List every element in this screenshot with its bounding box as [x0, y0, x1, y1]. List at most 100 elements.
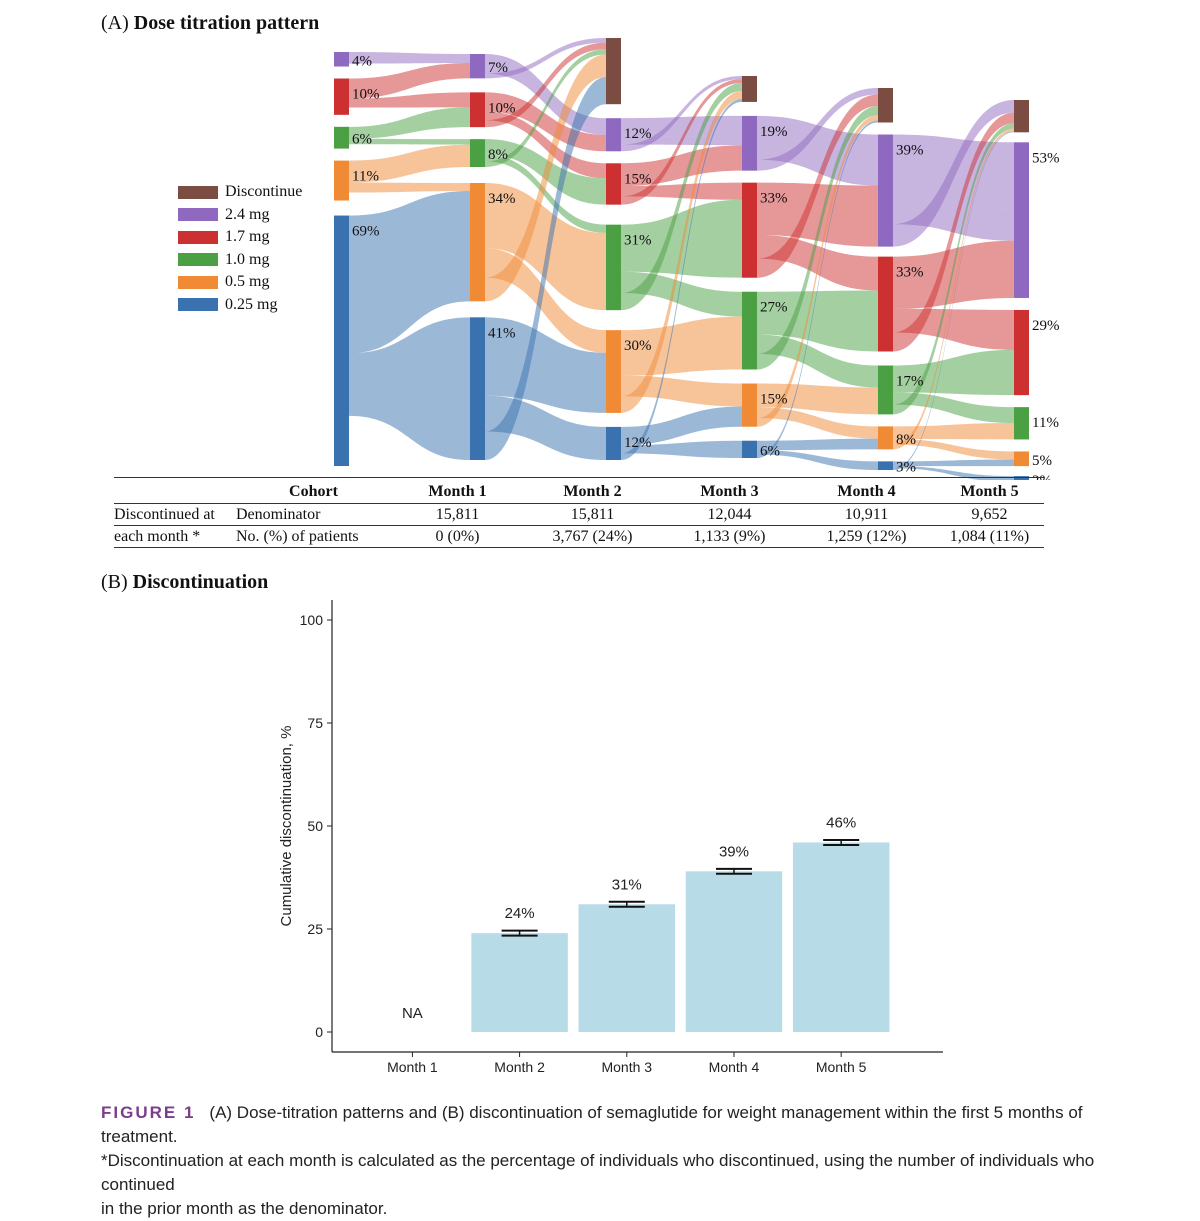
legend-label: 1.0 mg — [225, 250, 270, 268]
panel-a-title: (A) Dose titration pattern — [101, 12, 319, 35]
sankey-node-label: 31% — [624, 233, 652, 249]
y-tick-label: 75 — [307, 715, 323, 731]
caption-line-1: (A) Dose-titration patterns and (B) disc… — [101, 1103, 1083, 1146]
legend-swatch — [178, 253, 218, 267]
sankey-link-0-5-mg-to-1-0-mg — [621, 316, 742, 376]
y-tick-label: 100 — [300, 612, 324, 628]
table-header-month1: Month 1 — [428, 483, 487, 500]
sankey-link-0-25-mg-to-discontinue — [621, 98, 742, 460]
sankey-nodes — [334, 38, 1029, 480]
sankey-link-1-7-mg-to-2-4-mg — [621, 145, 742, 187]
sankey-node-label: 27% — [760, 300, 788, 316]
bar-month-2 — [471, 933, 568, 1032]
sankey-node-label: 7% — [488, 60, 508, 76]
sankey-node-stage5-0-5-mg — [878, 426, 893, 450]
table-header-month5: Month 5 — [960, 483, 1019, 500]
sankey-link-0-25-mg-to-0-5-mg — [757, 438, 878, 451]
x-tick-label: Month 2 — [494, 1059, 545, 1075]
sankey-link-0-5-mg-to-1-0-mg — [893, 423, 1014, 440]
sankey-link-1-7-mg-to-discontinue — [621, 79, 742, 205]
row-label: No. (%) of patients — [236, 528, 359, 545]
sankey-node-stage2-0-25-mg — [470, 317, 485, 460]
sankey-node-label: 11% — [1032, 415, 1059, 431]
sankey-link-1-0-mg-to-1-7-mg — [349, 107, 470, 139]
sankey-node-stage3-2-4-mg — [606, 118, 621, 152]
sankey-link-1-0-mg-to-1-0-mg — [485, 154, 606, 233]
sankey-node-label: 19% — [760, 124, 788, 140]
y-tick-label: 0 — [315, 1024, 323, 1040]
panel-b-title-text: Discontinuation — [132, 571, 269, 593]
sankey-link-1-0-mg-to-1-7-mg — [621, 199, 742, 278]
sankey-node-stage4-0-25-mg — [742, 440, 757, 458]
legend-swatch — [178, 185, 218, 199]
table-cell: 10,911 — [844, 506, 889, 523]
sankey-link-0-5-mg-to-0-5-mg — [621, 375, 742, 407]
sankey-node-label: 12% — [624, 126, 652, 142]
sankey-node-stage4-1-7-mg — [742, 182, 757, 278]
sankey-link-1-7-mg-to-2-4-mg — [349, 62, 470, 99]
sankey-node-stage6-0-25-mg — [1014, 476, 1029, 480]
legend-item-discontinue: Discontinue — [178, 181, 302, 204]
sankey-node-stage2-2-4-mg — [470, 54, 485, 79]
sankey-link-0-5-mg-to-discontinue — [621, 91, 742, 413]
sankey-node-stage1-1-7-mg — [334, 78, 349, 115]
y-axis-label: Cumulative discontinuation, % — [278, 726, 295, 927]
table-header-month4: Month 4 — [837, 483, 896, 500]
sankey-node-label: 8% — [488, 147, 508, 163]
sankey-node-stage1-1-0-mg — [334, 126, 349, 149]
sankey-node-stage4-1-0-mg — [742, 291, 757, 370]
sankey-link-0-25-mg-to-discontinue — [757, 120, 878, 459]
sankey-node-label: 41% — [488, 325, 516, 341]
sankey-link-2-4-mg-to-2-4-mg — [349, 59, 470, 64]
legend-swatch — [178, 298, 218, 312]
sankey-node-label: 30% — [624, 338, 652, 354]
sankey-node-label: 10% — [352, 87, 380, 103]
sankey-link-1-7-mg-to-discontinue — [485, 42, 606, 128]
y-tick-label: 25 — [307, 921, 323, 937]
table-row: each month * No. (%) of patients 0 (0%) … — [114, 525, 1044, 548]
panel-a-label: (A) — [101, 12, 129, 34]
sankey-link-1-7-mg-to-1-7-mg — [349, 92, 470, 108]
bar-data-label: 24% — [505, 905, 535, 922]
sankey-node-label: 53% — [1032, 150, 1060, 166]
figure-caption: FIGURE 1 (A) Dose-titration patterns and … — [101, 1101, 1161, 1221]
sankey-node-stage3-0-5-mg — [606, 330, 621, 413]
caption-line-3: in the prior month as the denominator. — [101, 1199, 388, 1218]
sankey-node-stage2-1-7-mg — [470, 92, 485, 128]
sankey-node-label: 5% — [1032, 453, 1052, 469]
x-tick-label: Month 3 — [601, 1059, 652, 1075]
legend-item-0-25-mg: 0.25 mg — [178, 294, 302, 317]
bar-data-label: 31% — [612, 876, 642, 893]
sankey-link-0-5-mg-to-discontinue — [757, 115, 878, 427]
sankey-link-1-0-mg-to-discontinue — [893, 123, 1014, 415]
panel-a-title-text: Dose titration pattern — [133, 12, 320, 34]
sankey-node-stage2-1-0-mg — [470, 139, 485, 167]
caption-line-2: *Discontinuation at each month is calcul… — [101, 1151, 1095, 1194]
sankey-link-0-5-mg-to-0-5-mg — [893, 439, 1014, 460]
sankey-node-label: 69% — [352, 224, 380, 240]
sankey-node-stage3-1-0-mg — [606, 224, 621, 311]
legend-label: Discontinue — [225, 183, 303, 201]
panel-b-title: (B) Discontinuation — [101, 571, 268, 594]
sankey-link-0-25-mg-to-discontinue — [893, 131, 1014, 471]
sankey-node-stage1-0-5-mg — [334, 160, 349, 201]
sankey-link-2-4-mg-to-2-4-mg — [893, 196, 1014, 241]
bar-data-label: NA — [402, 1005, 423, 1022]
sankey-node-label: 15% — [624, 171, 652, 187]
table-cell: 9,652 — [971, 506, 1008, 523]
panel-b-label: (B) — [101, 571, 128, 593]
y-tick-label: 50 — [307, 818, 323, 834]
row-group-label-line2: each month * — [114, 528, 201, 545]
table-cell: 12,044 — [707, 506, 752, 523]
table-cell: 1,133 (9%) — [693, 528, 766, 545]
sankey-link-0-25-mg-to-0-5-mg — [893, 459, 1014, 467]
sankey-link-1-0-mg-to-discontinue — [621, 83, 742, 311]
sankey-node-stage5-1-7-mg — [878, 256, 893, 352]
sankey-node-label: 10% — [488, 100, 516, 116]
sankey-link-2-4-mg-to-discontinue — [485, 38, 606, 79]
sankey-node-stage1-0-25-mg — [334, 215, 349, 466]
sankey-link-1-0-mg-to-1-0-mg — [349, 138, 470, 145]
sankey-link-0-25-mg-to-0-5-mg — [621, 406, 742, 446]
sankey-node-label: 3% — [896, 460, 916, 476]
cohort-table: Cohort Month 1 Month 2 Month 3 Month 4 M… — [114, 477, 1044, 548]
